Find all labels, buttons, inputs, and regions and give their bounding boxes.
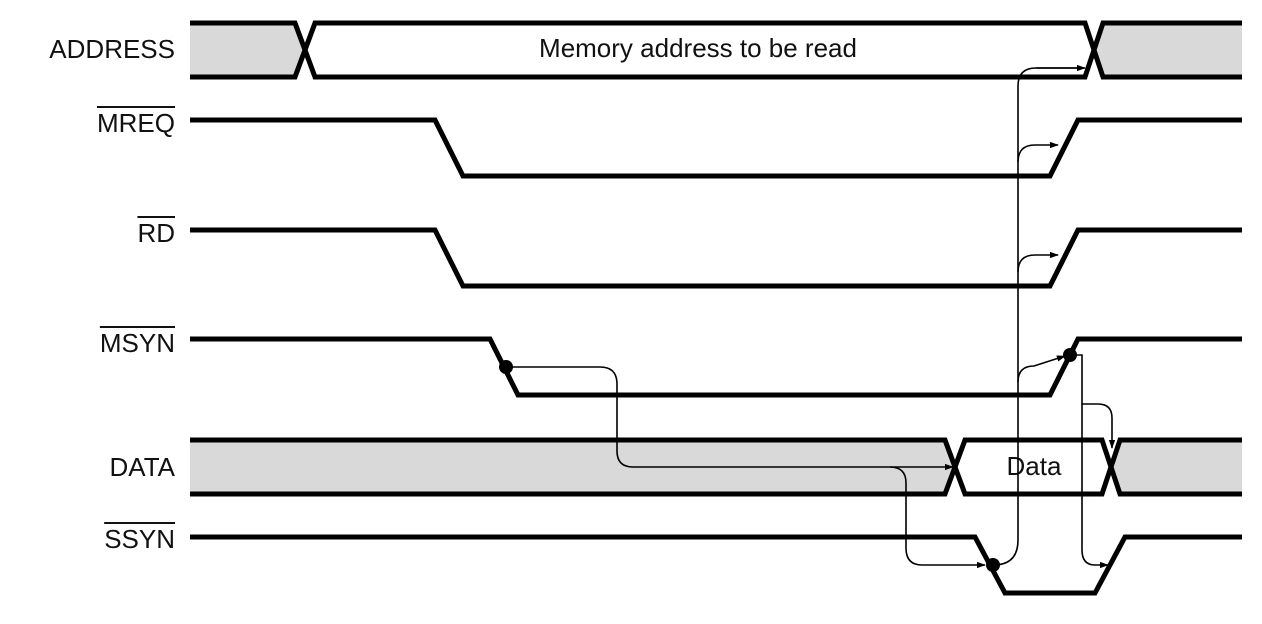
arrow-ssyn-to-msyn	[1017, 355, 1066, 383]
signal-label-data: DATA	[109, 452, 175, 482]
address-valid-region	[307, 23, 1093, 77]
data-top-line	[190, 437, 1242, 497]
address-undefined-right	[1095, 23, 1242, 77]
data-undefined-left	[190, 440, 955, 494]
signal-label-rd: RD	[137, 218, 175, 248]
mreq-waveform	[190, 117, 1242, 179]
arrow-msyn-to-data-release	[1070, 354, 1116, 449]
signal-label-msyn: MSYN	[99, 328, 175, 358]
data-bus-label: Data	[1007, 451, 1062, 481]
arrow-ssyn-trunk	[992, 67, 1080, 566]
signal-label-mreq: MREQ	[97, 108, 175, 138]
data-bottom-line	[190, 437, 1242, 497]
msyn-fall-dot	[499, 360, 513, 374]
address-top-line	[190, 20, 1242, 80]
data-undefined-right	[1112, 440, 1242, 494]
data-bus: Data	[190, 437, 1242, 497]
ssyn-waveform	[190, 534, 1242, 596]
arrow-msyn-to-data	[506, 366, 954, 471]
arrow-data-to-ssyn	[889, 466, 986, 569]
data-valid-region	[957, 440, 1110, 494]
causality-arrows	[506, 64, 1116, 569]
rd-waveform	[190, 227, 1242, 289]
arrow-ssyn-to-mreq	[1017, 141, 1059, 163]
address-bus: Memory address to be read	[190, 20, 1242, 80]
address-bottom-line	[190, 20, 1242, 80]
address-undefined-left	[190, 23, 305, 77]
ssyn-fall-dot	[986, 558, 1000, 572]
msyn-rise-dot	[1063, 348, 1077, 362]
arrow-msyn-to-ssyn	[1081, 404, 1109, 569]
arrow-ssyn-to-rd	[1017, 251, 1059, 273]
address-bus-label: Memory address to be read	[539, 33, 857, 63]
msyn-waveform	[190, 336, 1242, 398]
signal-label-address: ADDRESS	[49, 34, 175, 64]
signal-label-ssyn: SSYN	[104, 524, 175, 554]
